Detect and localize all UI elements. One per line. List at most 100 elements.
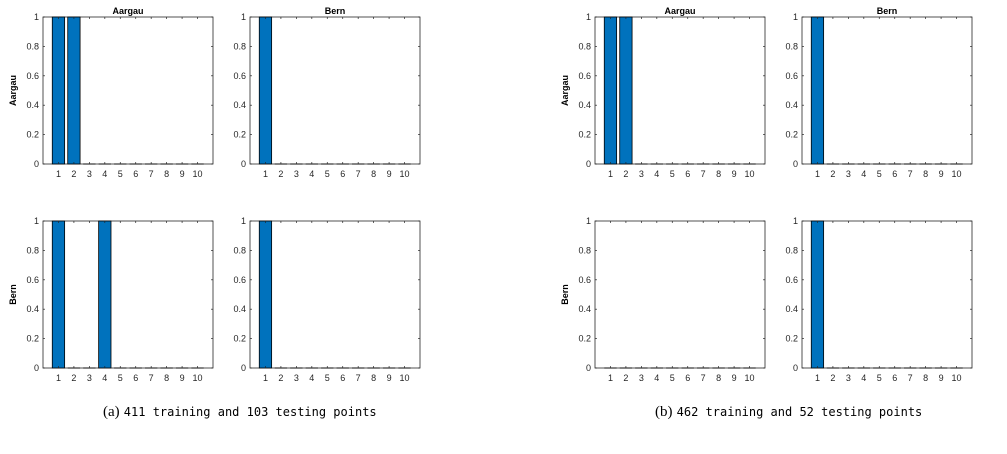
chart-a-3-xtick-label-6: 6 (340, 373, 345, 383)
chart-a-1-ytick-label-3: 0.6 (233, 71, 246, 81)
caption-b-text: 462 training and 52 testing points (676, 405, 923, 419)
chart-b-1-title: Bern (877, 6, 898, 16)
chart-a-1-ytick-label-0: 0 (241, 159, 246, 169)
chart-b-1-ytick-label-4: 0.8 (785, 41, 798, 51)
chart-b-2-ytick-label-4: 0.8 (578, 245, 591, 255)
chart-a-3-ytick-label-3: 0.6 (233, 275, 246, 285)
chart-b-3-xtick-label-6: 6 (892, 373, 897, 383)
chart-b-2-axes-box (594, 220, 766, 369)
chart-b-0-xtick-label-1: 1 (608, 169, 613, 179)
chart-a-1-xtick-label-10: 10 (400, 169, 410, 179)
chart-b-0-ytick-label-3: 0.6 (578, 71, 591, 81)
chart-b-3-ytick-label-0: 0 (793, 363, 798, 373)
chart-a-3-xtick-label-2: 2 (278, 373, 283, 383)
chart-b-0-ytick-label-0: 0 (586, 159, 591, 169)
chart-b-2-ytick-label-0: 0 (586, 363, 591, 373)
chart-b-1-xtick-label-6: 6 (892, 169, 897, 179)
chart-a-2-bar-1 (51, 220, 66, 369)
chart-a-0-xtick-label-4: 4 (102, 169, 107, 179)
chart-a-3-xtick-label-8: 8 (371, 373, 376, 383)
chart-b-1-xtick-label-8: 8 (923, 169, 928, 179)
chart-a-0-xtick-label-3: 3 (87, 169, 92, 179)
chart-b-0-xtick-label-5: 5 (670, 169, 675, 179)
chart-a-2-xtick-label-9: 9 (180, 373, 185, 383)
chart-b-1-ytick-label-3: 0.6 (785, 71, 798, 81)
chart-a-1-xtick-label-2: 2 (278, 169, 283, 179)
chart-b-3-ytick-label-2: 0.4 (785, 304, 798, 314)
chart-a-3-xtick-label-7: 7 (356, 373, 361, 383)
chart-a-1-xtick-label-5: 5 (325, 169, 330, 179)
chart-a-3-xtick-label-5: 5 (325, 373, 330, 383)
chart-b-2-xtick-label-9: 9 (732, 373, 737, 383)
chart-a-2-ytick-label-5: 1 (34, 216, 39, 226)
chart-a-2-ytick-label-3: 0.6 (26, 275, 39, 285)
chart-b-3-xtick-label-4: 4 (861, 373, 866, 383)
chart-b-0-xtick-label-2: 2 (623, 169, 628, 179)
chart-b-1-xtick-label-9: 9 (939, 169, 944, 179)
chart-a-1-ytick-label-2: 0.4 (233, 100, 246, 110)
chart-a-1-axes-box (249, 16, 421, 165)
chart-a-0-xtick-label-8: 8 (164, 169, 169, 179)
chart-a-1-xtick-label-1: 1 (263, 169, 268, 179)
chart-a-2-ytick-label-2: 0.4 (26, 304, 39, 314)
chart-a-2-ytick-label-1: 0.2 (26, 334, 39, 344)
chart-a-2-xtick-label-4: 4 (102, 373, 107, 383)
chart-a-1-xtick-label-3: 3 (294, 169, 299, 179)
chart-a-2-bar-4 (98, 220, 112, 369)
chart-a-2-row-label: Bern (8, 284, 18, 305)
chart-b-3-xtick-label-3: 3 (846, 373, 851, 383)
chart-a-3-xtick-label-3: 3 (294, 373, 299, 383)
chart-a-3-ytick-label-5: 1 (241, 216, 246, 226)
chart-b-3-xtick-label-7: 7 (908, 373, 913, 383)
chart-a-0-bar-2 (67, 16, 81, 165)
chart-a-1-xtick-label-7: 7 (356, 169, 361, 179)
chart-b-3-ytick-label-1: 0.2 (785, 334, 798, 344)
chart-b-1-ytick-label-5: 1 (793, 12, 798, 22)
chart-a-0-xtick-label-6: 6 (133, 169, 138, 179)
chart-a-0-title: Aargau (112, 6, 143, 16)
chart-b-0-xtick-label-6: 6 (685, 169, 690, 179)
chart-b-3-xtick-label-2: 2 (830, 373, 835, 383)
chart-a-3-xtick-label-9: 9 (387, 373, 392, 383)
chart-a-0-ytick-label-3: 0.6 (26, 71, 39, 81)
chart-b-3-xtick-label-9: 9 (939, 373, 944, 383)
chart-b-1-xtick-label-10: 10 (952, 169, 962, 179)
chart-a-1-xtick-label-9: 9 (387, 169, 392, 179)
chart-b-0-row-label: Aargau (560, 75, 570, 106)
chart-a-0-xtick-label-10: 10 (193, 169, 203, 179)
chart-b-2-xtick-label-2: 2 (623, 373, 628, 383)
chart-a-1-xtick-label-4: 4 (309, 169, 314, 179)
chart-a-2-ytick-label-0: 0 (34, 363, 39, 373)
chart-a-0-row-label: Aargau (8, 75, 18, 106)
chart-b-2-xtick-label-10: 10 (745, 373, 755, 383)
chart-b-2-xtick-label-6: 6 (685, 373, 690, 383)
chart-a-1-ytick-label-5: 1 (241, 12, 246, 22)
chart-b-2-xtick-label-1: 1 (608, 373, 613, 383)
chart-b-2-ytick-label-5: 1 (586, 216, 591, 226)
chart-b-2-ytick-label-1: 0.2 (578, 334, 591, 344)
chart-a-1-xtick-label-8: 8 (371, 169, 376, 179)
chart-a-0-xtick-label-2: 2 (71, 169, 76, 179)
chart-a-0-ytick-label-0: 0 (34, 159, 39, 169)
chart-a-3-ytick-label-2: 0.4 (233, 304, 246, 314)
chart-b-1-axes-box (801, 16, 973, 165)
chart-a-0-ytick-label-1: 0.2 (26, 130, 39, 140)
caption-b-letter: (b) (655, 404, 673, 420)
chart-b-1-xtick-label-1: 1 (815, 169, 820, 179)
chart-b-0-xtick-label-10: 10 (745, 169, 755, 179)
chart-b-3-ytick-label-5: 1 (793, 216, 798, 226)
chart-a-0-xtick-label-9: 9 (180, 169, 185, 179)
chart-b-0-ytick-label-5: 1 (586, 12, 591, 22)
chart-a-3-ytick-label-1: 0.2 (233, 334, 246, 344)
chart-b-3-xtick-label-1: 1 (815, 373, 820, 383)
chart-a-0-xtick-label-1: 1 (56, 169, 61, 179)
chart-b-1-bar-1 (810, 16, 825, 165)
chart-b-0-bar-1 (603, 16, 618, 165)
chart-a-3-xtick-label-4: 4 (309, 373, 314, 383)
